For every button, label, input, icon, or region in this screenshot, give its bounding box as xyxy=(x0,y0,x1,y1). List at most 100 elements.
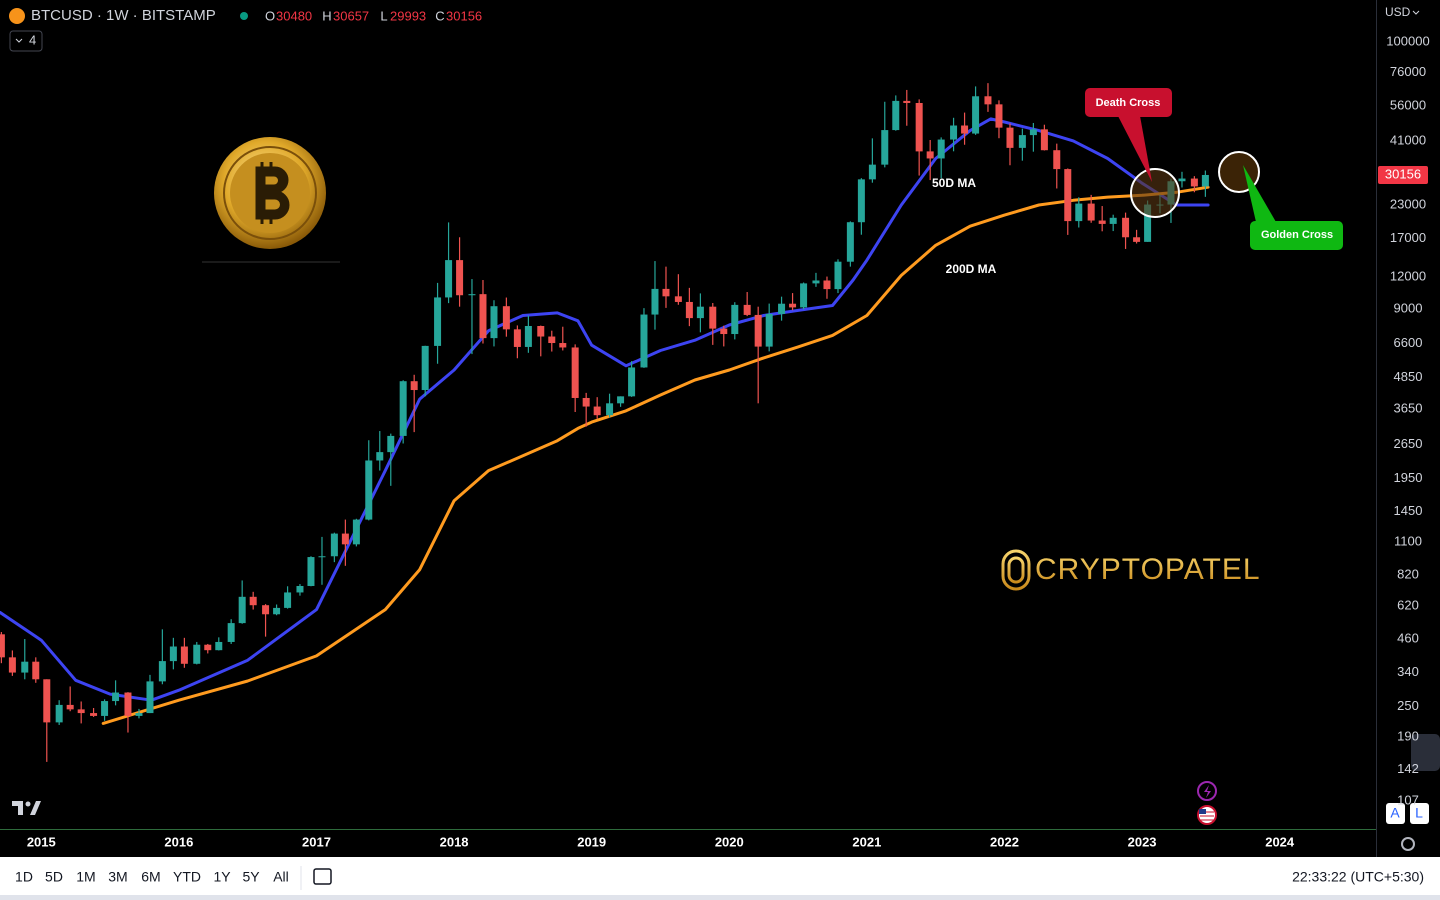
badge[interactable] xyxy=(1410,803,1429,824)
candle-body xyxy=(330,533,338,557)
candle-body xyxy=(227,623,235,642)
candle-body xyxy=(410,381,418,391)
candle-body xyxy=(1190,178,1198,187)
x-tick-label: 2019 xyxy=(577,834,606,849)
range-button[interactable]: 5D xyxy=(45,869,63,885)
y-tick-label: 9000 xyxy=(1394,301,1423,316)
candle-body xyxy=(593,406,601,416)
y-tick-label: 142 xyxy=(1397,761,1419,776)
y-tick-label: 41000 xyxy=(1390,132,1426,147)
candle-body xyxy=(915,102,923,152)
range-button[interactable]: 1M xyxy=(76,869,95,885)
candle-body xyxy=(502,306,510,330)
y-tick-label: 1100 xyxy=(1394,534,1422,549)
candle-body xyxy=(66,704,74,710)
candle-body xyxy=(124,692,132,716)
watermark-text: CRYPTOPATEL xyxy=(1035,553,1261,586)
y-tick-label: 12000 xyxy=(1390,269,1426,284)
candle-body xyxy=(1029,129,1037,136)
candle-body xyxy=(857,179,865,223)
indicator-count: 4 xyxy=(29,32,36,47)
candle-body xyxy=(937,139,945,159)
badge[interactable] xyxy=(1386,803,1405,824)
candle-body xyxy=(421,345,429,391)
candle-body xyxy=(731,304,739,335)
candle-body xyxy=(273,607,281,615)
tv-logo[interactable] xyxy=(12,801,41,815)
range-buttons: 1D 5D 1M 3M 6M YTD 1Y 5Y All xyxy=(15,869,289,885)
candle-body xyxy=(479,294,487,339)
y-tick-label: 6600 xyxy=(1394,335,1423,350)
candle-body xyxy=(778,303,786,314)
candle-body xyxy=(1040,129,1048,151)
range-button[interactable]: All xyxy=(273,869,289,885)
candle-body xyxy=(262,605,270,615)
candle-body xyxy=(341,533,349,545)
event-icon[interactable] xyxy=(1197,781,1217,801)
death-cross-box xyxy=(1085,88,1172,117)
candle-body xyxy=(146,681,154,714)
ohlc-label: C xyxy=(435,8,444,23)
candle-body xyxy=(387,435,395,453)
candle-body xyxy=(582,397,590,407)
currency[interactable]: USD xyxy=(1385,5,1411,19)
candle-body xyxy=(881,130,889,165)
range-button[interactable]: 6M xyxy=(141,869,160,885)
range-button[interactable]: YTD xyxy=(173,869,201,885)
candle-body xyxy=(892,100,900,131)
candle-body xyxy=(445,260,453,298)
candle-body xyxy=(468,294,476,296)
candle-body xyxy=(43,679,51,723)
goto-date-icon[interactable] xyxy=(313,868,332,885)
candle-body xyxy=(55,704,63,723)
candle-body xyxy=(834,261,842,290)
side-tab[interactable] xyxy=(1411,734,1440,771)
settings-icon[interactable] xyxy=(1401,837,1415,851)
candle-body xyxy=(0,634,5,658)
candle-body xyxy=(296,585,304,593)
y-tick-label: 1450 xyxy=(1394,503,1423,518)
candle-body xyxy=(1018,135,1026,148)
candle-body xyxy=(685,301,693,319)
candle-body xyxy=(709,306,717,329)
candle-body xyxy=(376,452,384,461)
ohlc-label: H xyxy=(322,8,331,23)
chevron xyxy=(15,38,23,43)
candle-body xyxy=(571,347,579,398)
indicator-toggle[interactable] xyxy=(9,30,43,52)
candle-body xyxy=(950,125,958,140)
watermark: CRYPTOPATEL xyxy=(1001,549,1261,591)
y-tick-label: 100000 xyxy=(1386,33,1429,48)
ohlc-legend: O 30480 H 30657 L 29993 C 30156 xyxy=(265,8,482,23)
candle-body xyxy=(548,336,556,344)
flag-icon[interactable] xyxy=(1197,805,1217,825)
y-tick-label: 620 xyxy=(1397,597,1419,612)
y-tick-label: 17000 xyxy=(1390,230,1426,245)
badge-text: L xyxy=(1415,805,1423,821)
range-button[interactable]: 1D xyxy=(15,869,33,885)
candle-body xyxy=(318,556,326,558)
symbol-title[interactable]: BTCUSD · 1W · BITSTAMP xyxy=(31,7,216,24)
candle-body xyxy=(1178,178,1186,182)
death-cross-circle xyxy=(1130,168,1180,218)
clock: 22:33:22 (UTC+5:30) xyxy=(1292,869,1424,885)
candle-body xyxy=(961,125,969,134)
candle-body xyxy=(674,296,682,302)
candle-body xyxy=(169,646,177,662)
range-button[interactable]: 3M xyxy=(108,869,127,885)
y-tick-label: 460 xyxy=(1397,630,1419,645)
candle-body xyxy=(559,343,567,348)
candle-body xyxy=(1133,237,1141,242)
candle-body xyxy=(307,557,315,586)
candle-body xyxy=(1075,203,1083,222)
y-tick-label: 2650 xyxy=(1394,436,1423,451)
toolbar xyxy=(0,857,1440,900)
range-button[interactable]: 1Y xyxy=(213,869,231,885)
symbol-icon xyxy=(9,8,25,24)
range-button[interactable]: 5Y xyxy=(242,869,260,885)
ohlc-label: O xyxy=(265,8,275,23)
candle-body xyxy=(846,222,854,262)
candle-body xyxy=(903,100,911,103)
